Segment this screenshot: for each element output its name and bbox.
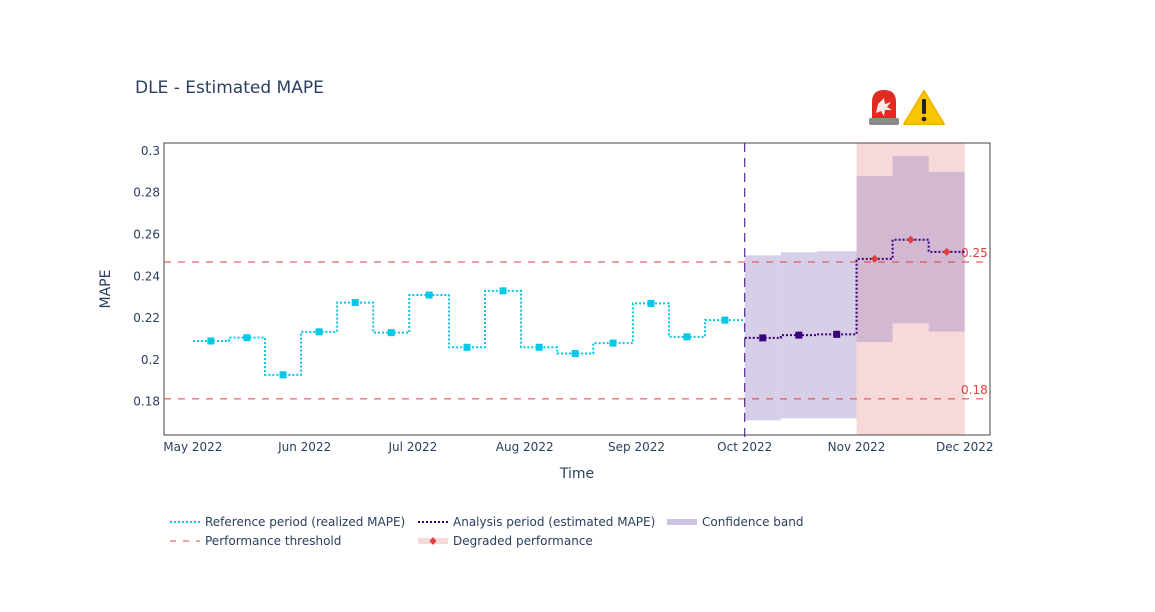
svg-text:Confidence band: Confidence band [702,515,803,529]
degraded-point [906,235,915,244]
analysis-point [759,334,767,342]
legend-item-threshold[interactable]: Performance threshold [170,534,341,548]
reference-point [315,328,323,336]
legend: Reference period (realized MAPE) Analysi… [170,515,803,548]
chart-title: DLE - Estimated MAPE [135,78,324,98]
degraded-region [856,143,893,435]
y-axis-title: MAPE [98,270,114,309]
analysis-line [744,238,965,339]
x-tick-label: Sep 2022 [608,440,665,454]
x-tick-label: Dec 2022 [936,440,994,454]
analysis-point [795,331,803,339]
reference-point [571,350,579,358]
y-tick-label: 0.3 [141,144,160,158]
legend-item-degraded[interactable]: Degraded performance [418,534,593,548]
reference-point [683,333,691,341]
degraded-region [892,143,929,435]
x-axis-title: Time [559,466,594,482]
y-tick-label: 0.2 [141,353,160,367]
reference-point [279,371,287,379]
reference-point [387,329,395,337]
reference-point [207,337,215,345]
degraded-point [870,254,879,263]
y-tick-label: 0.28 [133,186,160,200]
svg-text:Degraded performance: Degraded performance [453,534,593,548]
x-tick-label: Oct 2022 [717,440,772,454]
y-tick-label: 0.24 [133,269,160,283]
svg-text:Reference period (realized MAP: Reference period (realized MAPE) [205,515,405,529]
x-tick-label: Nov 2022 [828,440,886,454]
reference-point [425,291,433,299]
svg-text:Analysis period (estimated MAP: Analysis period (estimated MAPE) [453,515,655,529]
reference-point [463,343,471,351]
analysis-point [833,330,841,338]
x-tick-label: Jul 2022 [387,440,437,454]
reference-point [535,343,543,351]
degraded-point [942,247,951,256]
reference-point [721,316,729,324]
svg-text:Performance threshold: Performance threshold [205,534,341,548]
warning-icon [903,90,945,125]
x-tick-label: May 2022 [163,440,222,454]
x-tick-label: Jun 2022 [277,440,331,454]
reference-point [499,287,507,295]
siren-icon [869,90,899,125]
reference-point [647,299,655,307]
plot-frame [163,142,991,436]
legend-item-analysis[interactable]: Analysis period (estimated MAPE) [418,515,655,529]
threshold-label: 0.25 [961,246,988,260]
y-tick-label: 0.18 [133,395,160,409]
reference-point [609,339,617,347]
degraded-region [928,143,965,435]
plot-area: 0.25 0.18 May 2022 Jun 2022 Jul 2022 Aug 2022… [133,142,994,454]
x-tick-label: Aug 2022 [496,440,554,454]
legend-item-confidence-band[interactable]: Confidence band [667,515,803,529]
y-tick-label: 0.22 [133,311,160,325]
threshold-label: 0.18 [961,383,988,397]
y-tick-label: 0.26 [133,227,160,241]
reference-point [243,334,251,342]
legend-item-reference[interactable]: Reference period (realized MAPE) [170,515,405,529]
reference-point [351,299,359,307]
